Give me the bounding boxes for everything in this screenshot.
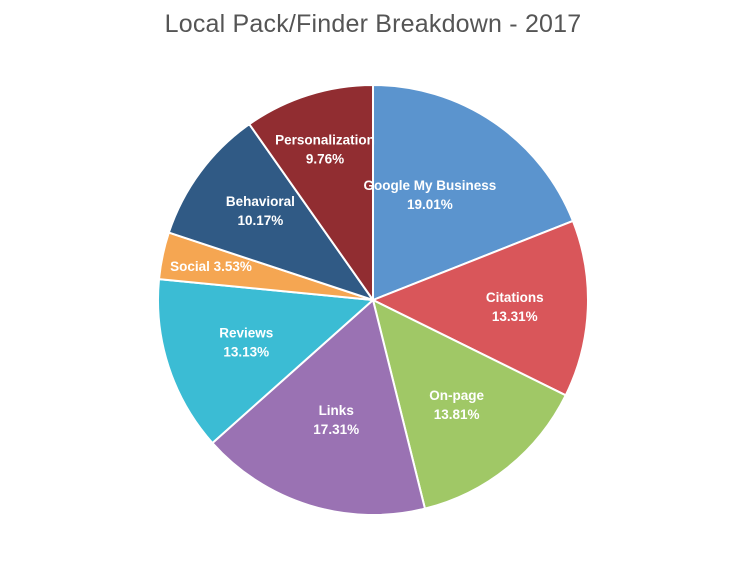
slice-value-behavioral: 10.17% (238, 213, 284, 228)
slice-label-personalization: Personalization 9.76% (275, 132, 375, 166)
slice-value-links: 17.31% (313, 422, 359, 437)
pie-slice-reviews (157, 278, 374, 444)
slice-name-citations: Citations (486, 290, 544, 305)
pie-slice-citations (372, 219, 589, 397)
slice-label-on-page: On-page 13.81% (429, 388, 484, 422)
slice-value-reviews: 13.13% (223, 344, 269, 359)
slice-value-citations: 13.31% (492, 309, 538, 324)
slice-name-on-page: On-page (429, 388, 484, 403)
slice-value-personalization: 9.76% (306, 151, 344, 166)
pie-slice-links (211, 299, 426, 516)
slice-name-google-my-business: Google My Business (364, 178, 497, 193)
chart-title: Local Pack/Finder Breakdown - 2017 (164, 10, 582, 38)
pie-labels: Google My Business 19.01% Citations 13.31% O… (170, 132, 544, 437)
slice-value-google-my-business: 19.01% (407, 197, 453, 212)
slice-label-citations: Citations 13.31% (486, 290, 544, 324)
slice-label-links: Links 17.31% (313, 403, 359, 437)
slice-label-social: Social 3.53% (170, 259, 252, 274)
pie-slice-behavioral (167, 123, 374, 301)
slice-label-behavioral: Behavioral 10.17% (226, 194, 295, 228)
slice-value-on-page: 13.81% (434, 407, 480, 422)
slice-name-social: Social (170, 259, 214, 274)
pie-slice-on-page (372, 299, 567, 510)
pie-slice-personalization (248, 84, 374, 301)
slice-label-google-my-business: Google My Business 19.01% (364, 178, 497, 212)
pie-slices (157, 84, 589, 516)
slice-value-social: 3.53% (214, 259, 252, 274)
pie-slice-google-my-business (372, 84, 574, 301)
slice-name-links: Links (319, 403, 354, 418)
slice-name-personalization: Personalization (275, 132, 375, 147)
slice-name-reviews: Reviews (219, 325, 273, 340)
slice-name-behavioral: Behavioral (226, 194, 295, 209)
slice-label-reviews: Reviews 13.13% (219, 325, 273, 359)
